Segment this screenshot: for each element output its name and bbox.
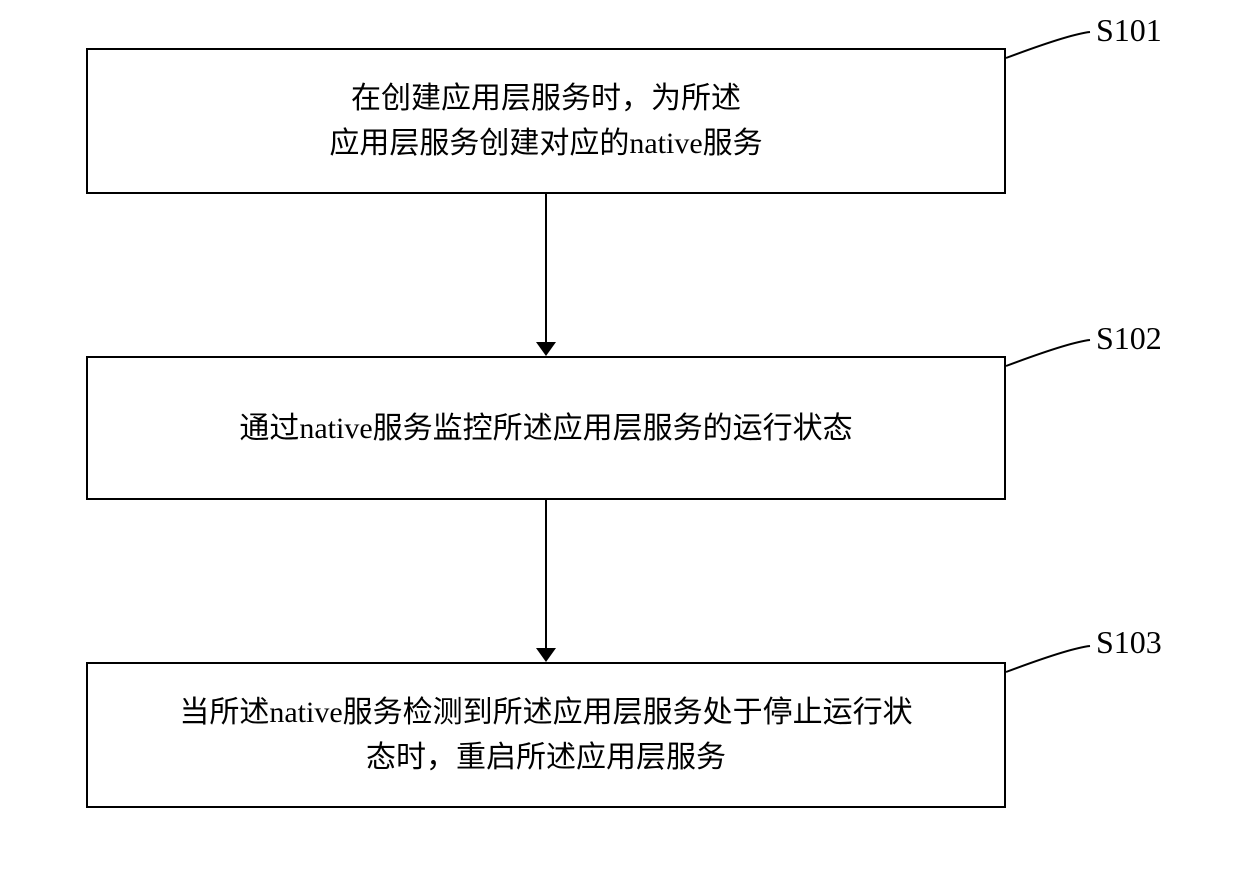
arrow-s101-s102 (545, 194, 547, 342)
flowchart-container: 在创建应用层服务时，为所述 应用层服务创建对应的native服务 S101 通过… (0, 0, 1240, 890)
step-box-s103: 当所述native服务检测到所述应用层服务处于停止运行状 态时，重启所述应用层服… (86, 662, 1006, 808)
step-s103: 当所述native服务检测到所述应用层服务处于停止运行状 态时，重启所述应用层服… (86, 662, 1006, 808)
step-text-line2: 应用层服务创建对应的native服务 (329, 121, 762, 166)
step-text-line1: 在创建应用层服务时，为所述 (329, 76, 762, 121)
arrow-head-s101-s102 (536, 342, 556, 356)
arrow-head-s102-s103 (536, 648, 556, 662)
step-box-s102: 通过native服务监控所述应用层服务的运行状态 (86, 356, 1006, 500)
step-s102: 通过native服务监控所述应用层服务的运行状态 (86, 356, 1006, 500)
step-label-s101: S101 (1096, 12, 1162, 49)
step-text-line1: 通过native服务监控所述应用层服务的运行状态 (239, 406, 852, 451)
step-label-s102: S102 (1096, 320, 1162, 357)
step-label-s103: S103 (1096, 624, 1162, 661)
step-text-line2: 态时，重启所述应用层服务 (179, 735, 912, 780)
step-text-line1: 当所述native服务检测到所述应用层服务处于停止运行状 (179, 690, 912, 735)
arrow-s102-s103 (545, 500, 547, 648)
step-box-s101: 在创建应用层服务时，为所述 应用层服务创建对应的native服务 (86, 48, 1006, 194)
step-s101: 在创建应用层服务时，为所述 应用层服务创建对应的native服务 (86, 48, 1006, 194)
